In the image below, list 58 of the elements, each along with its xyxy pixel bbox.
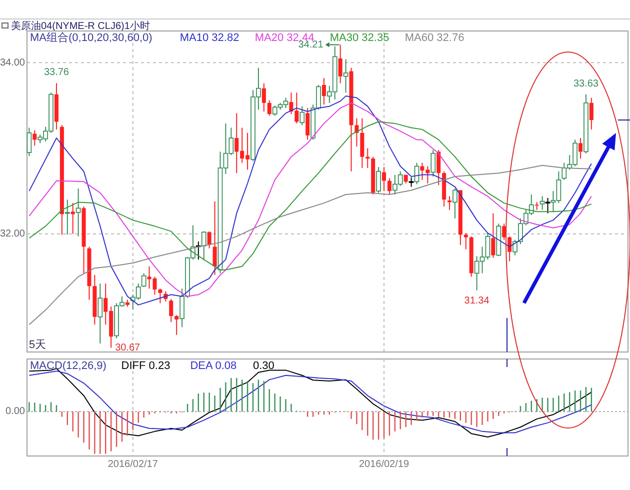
candlestick <box>322 78 326 106</box>
candlestick <box>508 236 512 262</box>
candlestick <box>32 130 37 146</box>
candlestick <box>338 44 342 84</box>
candlestick <box>158 288 162 304</box>
annotation: 0.30 <box>253 360 274 372</box>
candlestick <box>201 230 206 260</box>
candlestick <box>578 138 583 160</box>
x-tick-label: 2016/02/19 <box>358 459 410 470</box>
candlestick <box>502 223 506 240</box>
candlestick <box>376 166 381 194</box>
candlestick <box>267 100 272 116</box>
text: MA30 32.35 <box>330 32 390 44</box>
candlestick <box>306 108 310 140</box>
candlestick <box>212 200 217 276</box>
candlestick <box>430 149 436 178</box>
annotation: 5天 <box>29 339 46 351</box>
candlestick <box>436 149 441 186</box>
candlestick <box>382 166 386 192</box>
text: DIFF 0.23 <box>121 360 170 372</box>
candlestick <box>26 127 32 156</box>
candlestick <box>76 188 81 237</box>
candlestick <box>408 176 414 188</box>
candlestick <box>207 230 212 249</box>
candlestick <box>174 314 179 336</box>
candlestick <box>141 272 146 288</box>
candlestick <box>70 202 75 234</box>
line-series <box>28 164 592 326</box>
annotation: 33.63 <box>573 78 599 90</box>
legend-title: MACD(12,26,9) <box>30 360 106 372</box>
candlestick <box>464 232 468 250</box>
candlestick <box>262 82 266 112</box>
annotation: 30.67 <box>115 342 141 354</box>
y-tick-label: 32.00 <box>0 228 26 240</box>
x-tick-label: 2016/02/17 <box>108 459 158 470</box>
text: DEA 0.08 <box>190 360 237 372</box>
annotation: 31.34 <box>464 295 490 306</box>
candlestick <box>589 97 594 130</box>
legend-title: MA组合(0,10,20,30,60,0) <box>30 31 152 44</box>
candlestick <box>169 298 174 323</box>
text: MA60 32.76 <box>404 32 464 44</box>
ref-line-label: 0.00 <box>6 406 26 418</box>
candlestick <box>545 197 550 214</box>
candlestick <box>387 178 392 195</box>
candlestick <box>64 199 70 236</box>
candlestick <box>491 212 496 258</box>
y-tick-label: 34.00 <box>0 57 26 68</box>
candlestick <box>540 196 545 210</box>
candlestick <box>343 58 348 94</box>
candlestick <box>300 106 305 126</box>
annotation: 33.76 <box>44 67 70 78</box>
candlestick <box>562 162 567 180</box>
text: MA10 32.82 <box>180 32 240 44</box>
candlestick <box>452 188 458 219</box>
chart-title: 美原油04(NYME-R CLJ6)1小时 <box>11 20 150 32</box>
candlestick <box>360 118 364 168</box>
candlestick <box>98 283 103 344</box>
line-series <box>28 121 592 270</box>
